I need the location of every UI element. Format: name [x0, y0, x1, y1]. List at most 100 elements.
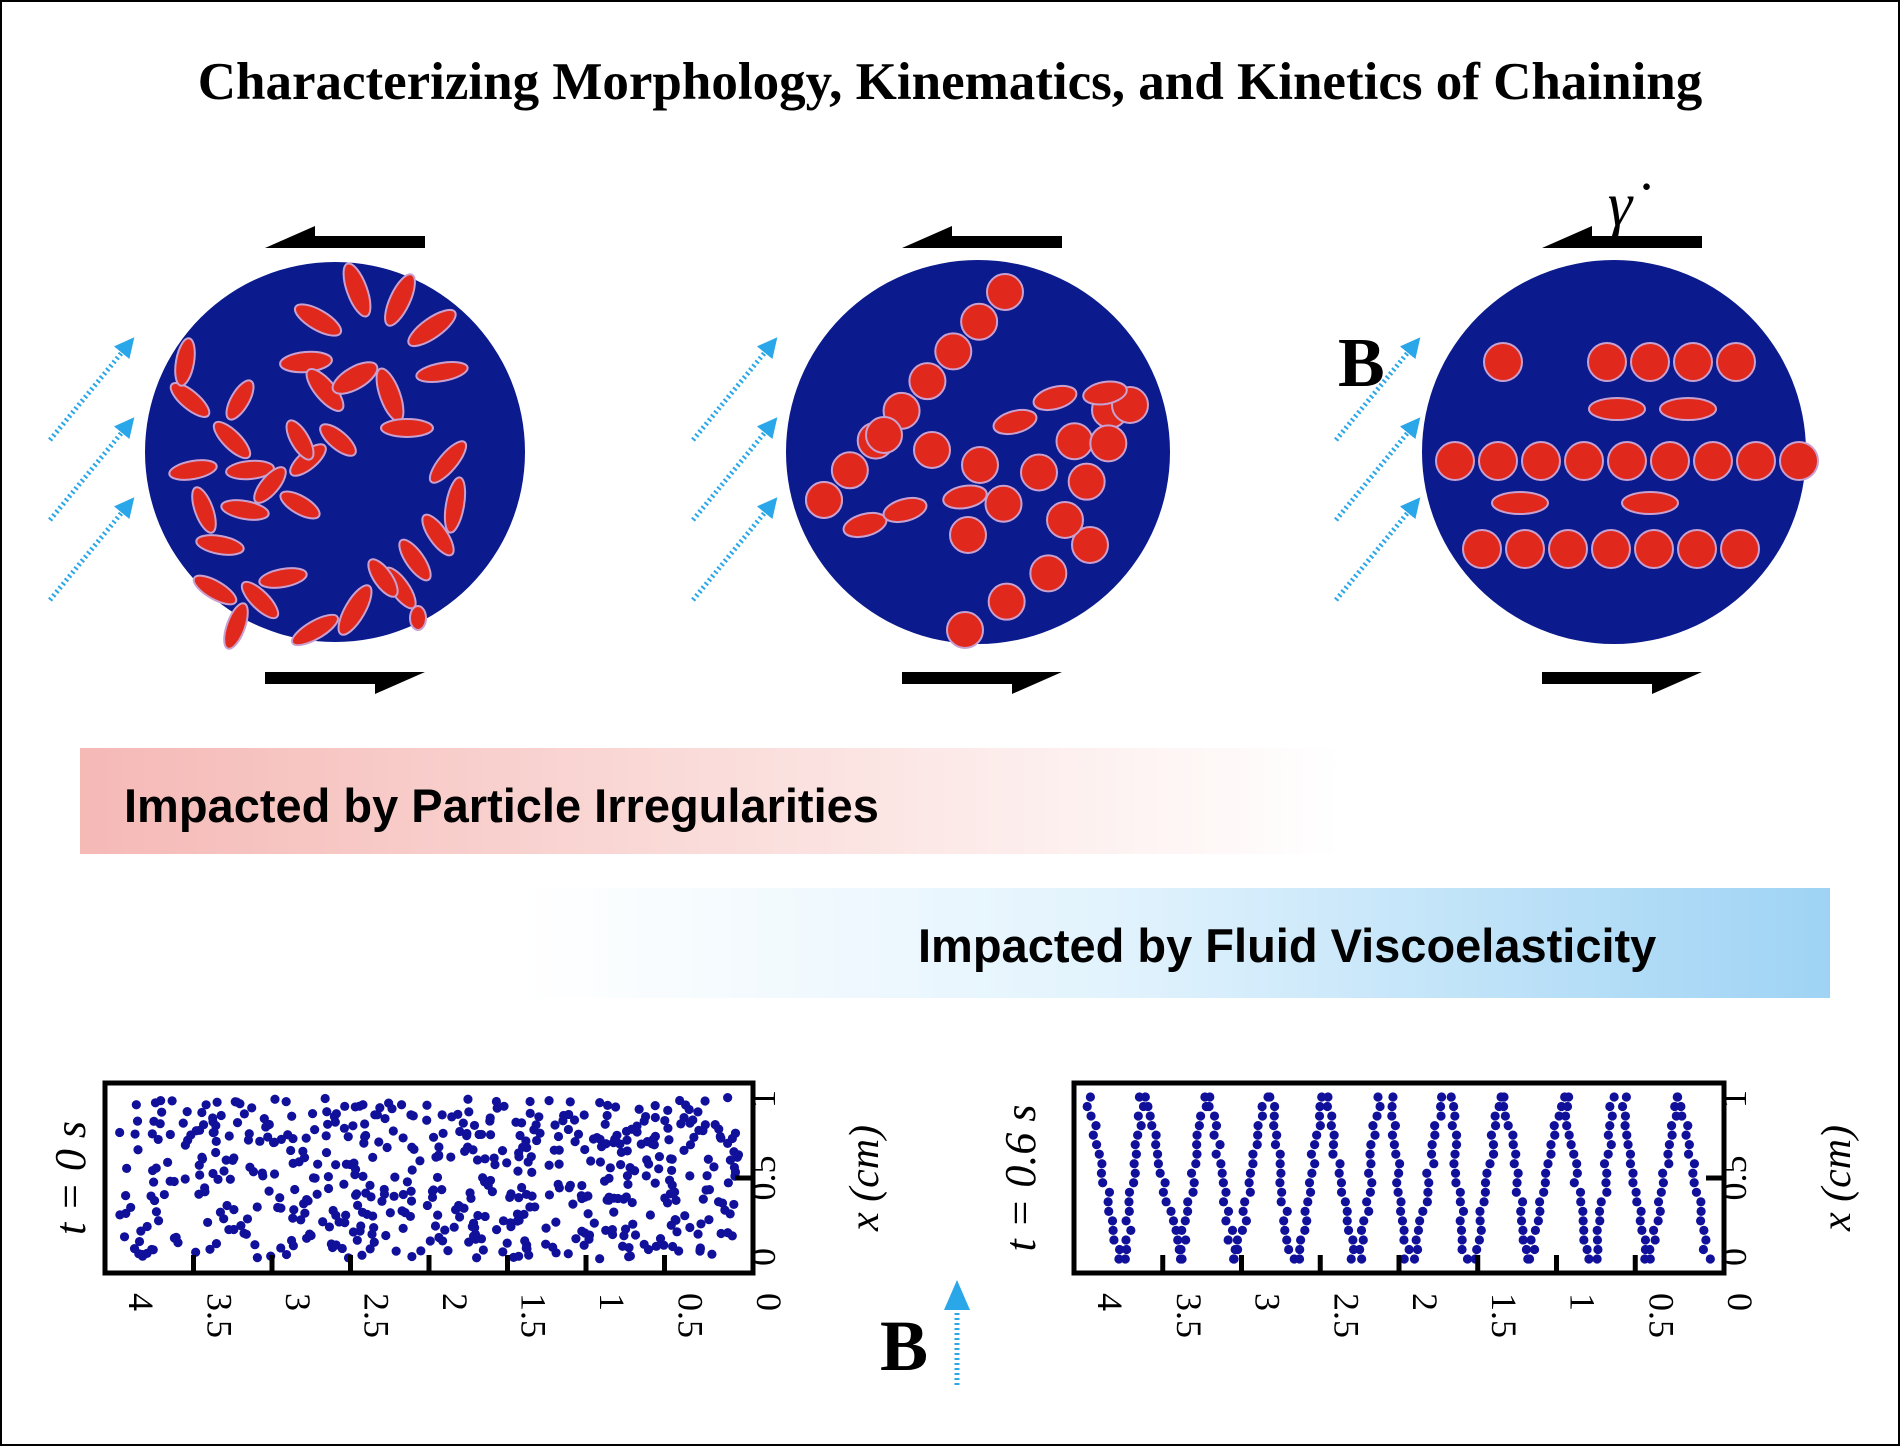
particle-dot [422, 1100, 432, 1110]
particle-dot [428, 1132, 439, 1142]
particle-dot [1535, 1206, 1545, 1216]
particle-dot [396, 1100, 407, 1110]
particle-dot [438, 1128, 448, 1138]
particle-dot [1131, 1149, 1141, 1159]
plot-t06: 4 3.5 3 2.5 2 1.5 1 0.5 0 1 0.5 0 t = 0.6 s x (cm) [996, 1080, 1860, 1338]
particle-dot [409, 1144, 419, 1154]
particle-dot [377, 1196, 387, 1206]
particle-dot [1449, 1159, 1459, 1169]
particle-dot [464, 1107, 474, 1117]
particle-dot [329, 1111, 339, 1122]
particle-dot [1365, 1149, 1375, 1159]
particle-dot [1516, 1216, 1527, 1226]
particle-dot [1393, 1187, 1403, 1197]
particle-dot [341, 1159, 351, 1169]
particle-dot [1296, 1235, 1306, 1245]
particle-dot [455, 1126, 465, 1137]
particle-dot [499, 1101, 509, 1111]
particle-dot [360, 1119, 370, 1129]
particle-sphere [1478, 441, 1518, 481]
band-label-particle: Impacted by Particle Irregularities [124, 779, 879, 832]
particle-dot [1160, 1178, 1170, 1188]
particle-dot [156, 1096, 166, 1106]
particle-dot [1227, 1225, 1238, 1236]
particle-dot [580, 1228, 590, 1238]
particle-dot [674, 1246, 684, 1256]
particle-dot [131, 1100, 141, 1110]
particle-dot [1312, 1130, 1322, 1140]
particle-dot [323, 1183, 334, 1194]
particle-dot [1530, 1225, 1541, 1236]
particle-dot [236, 1221, 246, 1231]
particle-sphere [913, 431, 951, 469]
particle-dot [1107, 1216, 1118, 1226]
particle-dot [1435, 1101, 1446, 1112]
particle-dot [1684, 1140, 1694, 1150]
particle-dot [248, 1167, 259, 1177]
particle-dot [415, 1156, 425, 1166]
particle-dot [630, 1230, 641, 1240]
particle-dot [685, 1222, 695, 1233]
particle-dot [1476, 1225, 1486, 1236]
particle-dot [1617, 1101, 1628, 1112]
particle-dot [1303, 1197, 1313, 1207]
particle-dot [343, 1132, 353, 1142]
particle-dot [197, 1107, 207, 1118]
field-arrow-icon [48, 417, 135, 522]
particle-dot [1192, 1130, 1202, 1140]
particle-dot [1232, 1244, 1243, 1255]
particle-dot [1516, 1206, 1526, 1216]
particle-dot [1130, 1168, 1140, 1178]
particle-dot [634, 1104, 644, 1114]
particle-dot [1334, 1168, 1344, 1178]
particle-dot [592, 1132, 602, 1143]
particle-dot [498, 1216, 509, 1226]
particle-dot [1539, 1187, 1549, 1197]
particle-dot [725, 1209, 735, 1219]
particle-dot [1422, 1168, 1432, 1178]
particle-dot [1637, 1225, 1647, 1236]
particle-dot [1173, 1235, 1183, 1245]
particle-dot [1526, 1235, 1536, 1245]
particle-dot [385, 1208, 395, 1218]
particle-dot [1640, 1235, 1651, 1245]
particle-dot [1104, 1206, 1114, 1216]
particle-ellipse [409, 605, 427, 631]
particle-dot [696, 1219, 706, 1229]
particle-dot [1257, 1111, 1268, 1121]
particle-dot [600, 1119, 610, 1129]
particle-dot [406, 1110, 416, 1120]
particle-dot [1181, 1235, 1191, 1245]
particle-dot [398, 1223, 408, 1233]
particle-dot [1280, 1225, 1290, 1236]
particle-dot [1450, 1149, 1460, 1159]
particle-dot [407, 1251, 417, 1262]
particle-dot [1153, 1159, 1164, 1169]
x-tick-label: 0.5 [671, 1293, 711, 1338]
particle-dot [595, 1157, 606, 1167]
particle-dot [1550, 1130, 1560, 1140]
particle-dot [611, 1102, 621, 1112]
particle-dot [1307, 1168, 1317, 1178]
particle-dot [1088, 1130, 1098, 1140]
particle-dot [622, 1135, 632, 1145]
particle-dot [1275, 1149, 1285, 1159]
particle-dot [1082, 1101, 1092, 1112]
particle-dot [480, 1154, 490, 1164]
particle-dot [1336, 1187, 1347, 1197]
particle-dot [1699, 1225, 1709, 1236]
particle-dot [1348, 1235, 1358, 1245]
particle-sphere [1483, 342, 1523, 382]
particle-dot [178, 1118, 188, 1128]
particle-dot [121, 1190, 131, 1201]
particle-ellipse [169, 382, 211, 418]
field-arrow-icon [691, 337, 778, 442]
particle-dot [1253, 1130, 1263, 1140]
particle-dot [1449, 1101, 1459, 1112]
particle-dot [472, 1155, 483, 1165]
particle-dot [604, 1173, 614, 1183]
particle-dot [1508, 1140, 1518, 1150]
particle-dot [1480, 1178, 1491, 1188]
particle-dot [1140, 1092, 1150, 1102]
particle-dot [639, 1239, 649, 1249]
